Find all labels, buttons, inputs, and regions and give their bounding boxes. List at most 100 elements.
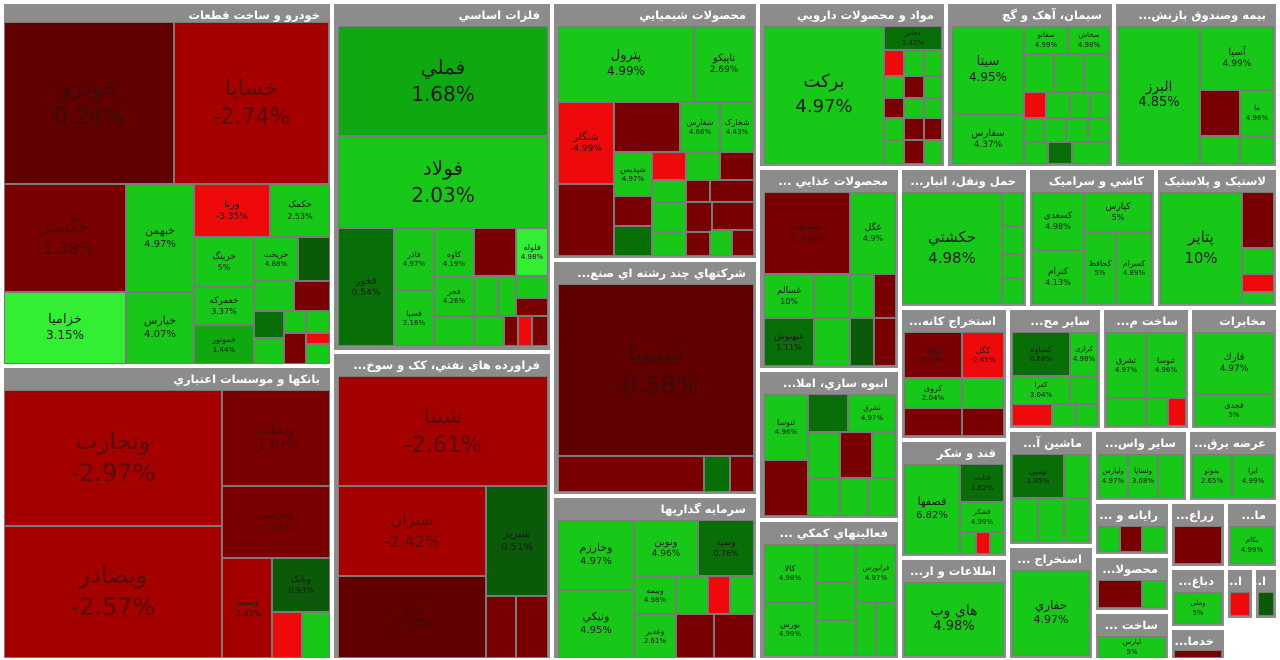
sector-tile[interactable]: کاشي و سراميک کسعدی 4.98% کپارس 5% کترام 4.13%…	[1030, 170, 1154, 306]
stock-tile[interactable]	[884, 76, 904, 98]
stock-tile[interactable]	[1024, 142, 1048, 164]
stock-tile[interactable]: فجر 4.26%	[434, 276, 474, 316]
stock-tile[interactable]	[652, 202, 686, 232]
stock-tile[interactable]	[840, 478, 868, 516]
stock-tile[interactable]: کسرام 4.89%	[1116, 232, 1152, 304]
stock-tile[interactable]	[924, 140, 942, 164]
stock-tile[interactable]	[686, 202, 712, 232]
stock-tile[interactable]	[498, 276, 516, 316]
stock-tile[interactable]	[816, 582, 856, 620]
stock-tile[interactable]	[708, 576, 730, 614]
stock-tile[interactable]	[1258, 592, 1274, 616]
stock-tile[interactable]: کترام 4.13%	[1032, 250, 1084, 304]
stock-tile[interactable]	[904, 98, 924, 118]
stock-tile[interactable]	[614, 226, 652, 256]
stock-tile[interactable]	[614, 196, 652, 226]
stock-tile[interactable]	[904, 140, 924, 164]
stock-tile[interactable]: قشکر 4.99%	[960, 502, 1004, 532]
stock-tile[interactable]: بکام 4.99%	[1230, 526, 1274, 564]
stock-tile[interactable]	[516, 596, 548, 658]
stock-tile[interactable]: خکمک 2.53%	[270, 184, 330, 237]
stock-tile[interactable]	[884, 98, 904, 118]
sector-food[interactable]: محصولات غذايي ... غشهد 1.16% غگل 4.9% غسالم 10…	[760, 170, 898, 368]
stock-tile[interactable]	[704, 456, 730, 492]
sector-multi[interactable]: شرکتهاي چند رشته اي صنع... شستا -0.58%	[554, 262, 756, 494]
stock-tile[interactable]	[720, 152, 754, 180]
stock-tile[interactable]: پتاير 10%	[1160, 192, 1242, 304]
stock-tile[interactable]	[272, 612, 302, 658]
sector-ict[interactable]: اطلاعات و ار... هاي وب 4.98%	[902, 560, 1006, 658]
stock-tile[interactable]: فملي 1.68%	[338, 26, 548, 136]
stock-tile[interactable]: کرازی 4.98%	[1070, 332, 1098, 376]
stock-tile[interactable]: کچاد 0.99%	[904, 332, 962, 378]
stock-tile[interactable]: غشهد 1.16%	[764, 192, 850, 274]
stock-tile[interactable]: ثنوسا 4.96%	[1146, 332, 1186, 398]
stock-tile[interactable]	[840, 432, 872, 478]
stock-tile[interactable]	[284, 333, 306, 364]
sector-auto[interactable]: خودرو و ساخت قطعات خودرو 0.24% خسایا -2.74% خ…	[4, 4, 330, 364]
stock-tile[interactable]	[960, 532, 976, 554]
stock-tile[interactable]	[614, 102, 680, 152]
sector-plastic[interactable]: لاستيک و پلاستيک پتاير 10%	[1158, 170, 1276, 306]
sector-computer[interactable]: رايانه و ...	[1096, 504, 1168, 554]
sector-sugar[interactable]: قند و شکر قصفها 6.82% قثابت 1.82% قشکر 4.99%	[902, 442, 1006, 556]
stock-tile[interactable]	[1012, 498, 1038, 542]
stock-tile[interactable]	[1242, 192, 1274, 248]
stock-tile[interactable]: ایرا 4.99%	[1232, 454, 1274, 498]
sector-transport[interactable]: حمل ونقل، انبار... حکشتي 4.98%	[902, 170, 1026, 306]
stock-tile[interactable]	[904, 408, 962, 436]
stock-tile[interactable]	[1242, 248, 1274, 274]
stock-tile[interactable]: البرز 4.85%	[1118, 26, 1200, 164]
stock-tile[interactable]: کالا 4.98%	[764, 544, 816, 602]
sector-support[interactable]: فعاليتهاي کمکي ... کالا 4.98% فرابورس 4.97% ب…	[760, 522, 898, 658]
stock-tile[interactable]: کپارس 5%	[1084, 192, 1152, 232]
stock-tile[interactable]	[298, 237, 330, 281]
stock-tile[interactable]: کفرا 3.04%	[1012, 376, 1070, 404]
stock-tile[interactable]: ولساپا 3.08%	[1128, 454, 1158, 498]
stock-tile[interactable]	[294, 281, 330, 311]
stock-tile[interactable]: شنگلر -4.99%	[558, 102, 614, 184]
stock-tile[interactable]	[730, 576, 754, 614]
stock-tile[interactable]: هاي وب 4.98%	[904, 582, 1004, 656]
stock-tile[interactable]: شپدیس 4.97%	[614, 152, 652, 196]
stock-tile[interactable]	[504, 316, 518, 346]
stock-tile[interactable]	[1064, 498, 1090, 542]
stock-tile[interactable]	[1142, 580, 1166, 608]
stock-tile[interactable]	[924, 50, 942, 76]
stock-tile[interactable]: بورس 4.99%	[764, 602, 816, 656]
stock-tile[interactable]	[1242, 274, 1274, 292]
stock-tile[interactable]	[1174, 650, 1222, 658]
stock-tile[interactable]: برکت 4.97%	[764, 26, 884, 164]
stock-tile[interactable]	[1146, 398, 1168, 426]
stock-tile[interactable]	[1038, 498, 1064, 542]
stock-tile[interactable]	[876, 602, 896, 656]
stock-tile[interactable]: خپارس 4.07%	[126, 292, 194, 364]
stock-tile[interactable]	[474, 276, 498, 316]
stock-tile[interactable]	[1200, 136, 1240, 164]
stock-tile[interactable]: فارك 4.97%	[1194, 332, 1274, 394]
stock-tile[interactable]	[924, 118, 942, 140]
stock-tile[interactable]	[1064, 454, 1090, 498]
stock-tile[interactable]	[676, 614, 714, 658]
stock-tile[interactable]	[1084, 54, 1110, 92]
stock-tile[interactable]	[558, 456, 704, 492]
stock-tile[interactable]	[1070, 376, 1098, 404]
stock-tile[interactable]	[990, 532, 1004, 554]
stock-tile[interactable]	[652, 152, 686, 180]
stock-tile[interactable]: شبنا -2.61%	[338, 376, 548, 486]
stock-tile[interactable]	[516, 298, 548, 316]
stock-tile[interactable]	[808, 394, 848, 432]
stock-tile[interactable]	[1088, 118, 1110, 142]
sector-eng[interactable]: خدما...	[1172, 630, 1224, 658]
stock-tile[interactable]	[1002, 254, 1024, 278]
stock-tile[interactable]: دجابر 1.42%	[884, 26, 942, 50]
stock-tile[interactable]	[816, 544, 856, 582]
stock-tile[interactable]	[1002, 278, 1024, 304]
stock-tile[interactable]	[686, 152, 720, 180]
stock-tile[interactable]: حفاري 4.97%	[1012, 570, 1090, 656]
stock-tile[interactable]: کسعدی 4.98%	[1032, 192, 1084, 250]
stock-tile[interactable]	[808, 432, 840, 478]
stock-tile[interactable]: خگستر -1.38%	[4, 184, 126, 292]
stock-tile[interactable]	[686, 232, 710, 256]
stock-tile[interactable]	[904, 118, 924, 140]
